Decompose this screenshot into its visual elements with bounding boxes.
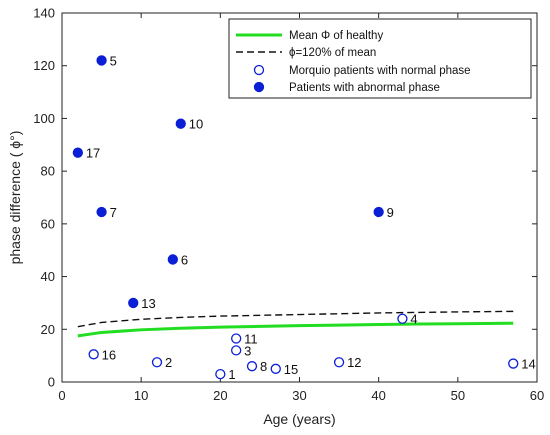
plot-frame <box>61 12 538 383</box>
legend-swatch-abnormal-marker <box>253 81 265 93</box>
legend-label-abnormal-marker: Patients with abnormal phase <box>289 82 440 94</box>
point-label: 3 <box>244 343 251 358</box>
abnormal-phase-point <box>96 206 107 218</box>
point-label: 8 <box>260 359 267 374</box>
y-tick-label: 100 <box>33 111 55 126</box>
y-tick-label: 60 <box>41 216 55 231</box>
x-axis-title: Age (years) <box>263 411 335 427</box>
point-label: 1 <box>228 367 235 382</box>
axis-ticks: 0 10 20 30 40 50 60 0 20 40 60 80 100 120 140 <box>33 6 544 404</box>
series-lines <box>77 310 514 338</box>
y-tick-label: 80 <box>41 164 55 179</box>
point-label: 7 <box>110 205 117 220</box>
point-label: 4 <box>410 312 417 327</box>
legend-label-threshold-line: ϕ=120% of mean <box>289 47 376 59</box>
point-label: 16 <box>102 347 116 362</box>
healthy-mean-line <box>77 321 514 338</box>
y-tick-label: 20 <box>41 322 55 337</box>
normal-phase-point <box>270 363 281 374</box>
legend-label-normal-marker: Morquio patients with normal phase <box>289 65 471 77</box>
normal-phase-point <box>508 358 519 369</box>
abnormal-phase-point <box>167 254 178 265</box>
normal-phase-point <box>231 345 242 356</box>
point-label: 2 <box>165 355 172 370</box>
legend: Mean Φ of healthy ϕ=120% of mean Morquio… <box>228 18 532 99</box>
normal-phase-point <box>397 313 408 324</box>
y-tick-label: 40 <box>41 269 55 284</box>
threshold-dashed-line <box>77 310 514 328</box>
legend-swatch-normal-marker <box>253 64 265 76</box>
normal-phase-point <box>333 357 345 368</box>
point-label: 5 <box>110 53 117 68</box>
abnormal-phase-point <box>175 118 186 129</box>
y-tick-label: 140 <box>33 6 55 21</box>
normal-phase-point <box>231 333 242 344</box>
y-tick-label: 120 <box>33 58 55 73</box>
abnormal-phase-point <box>373 206 384 218</box>
point-label: 10 <box>189 117 203 132</box>
x-tick-label: 60 <box>530 388 544 403</box>
abnormal-phase-point <box>96 55 107 66</box>
y-tick-label: 0 <box>48 375 55 390</box>
normal-phase-point <box>215 368 226 380</box>
point-label: 13 <box>141 296 155 311</box>
legend-box <box>228 18 532 99</box>
normal-phase-point <box>151 357 163 368</box>
point-label: 14 <box>521 357 535 372</box>
x-tick-label: 20 <box>213 388 227 403</box>
x-tick-label: 30 <box>292 388 306 403</box>
x-tick-label: 50 <box>451 388 465 403</box>
x-tick-label: 0 <box>58 388 65 403</box>
abnormal-phase-point <box>128 297 139 309</box>
point-label: 11 <box>244 332 258 347</box>
normal-phase-point <box>246 361 258 372</box>
point-label: 6 <box>181 252 188 267</box>
point-label: 9 <box>387 205 394 220</box>
point-label: 15 <box>284 362 298 377</box>
point-label: 12 <box>347 355 361 370</box>
point-label: 17 <box>86 146 100 161</box>
x-tick-label: 10 <box>134 388 148 403</box>
abnormal-phase-point <box>72 147 83 158</box>
x-tick-label: 40 <box>371 388 385 403</box>
normal-phase-point <box>88 349 99 360</box>
legend-label-healthy-line: Mean Φ of healthy <box>289 30 383 42</box>
y-axis-title: phase difference ( ϕ°) <box>7 131 23 265</box>
